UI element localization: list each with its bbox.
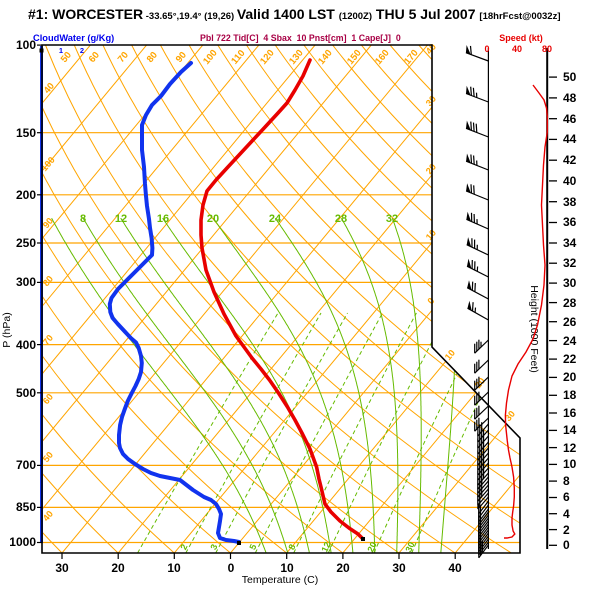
svg-text:20: 20 [111, 561, 125, 575]
svg-text:16: 16 [563, 406, 577, 420]
svg-text:12: 12 [115, 213, 127, 225]
svg-text:0: 0 [228, 561, 235, 575]
svg-text:24: 24 [563, 334, 577, 348]
svg-text:24: 24 [269, 213, 282, 225]
svg-text:16: 16 [157, 213, 169, 225]
svg-text:12: 12 [563, 441, 577, 455]
svg-text:Pbl 722 Tid[C] 4 Sbax 10 Pns: Pbl 722 Tid[C] 4 Sbax 10 Pnst[cm] 1 Cape… [200, 33, 401, 43]
svg-text:700: 700 [16, 458, 36, 472]
svg-text:0: 0 [426, 296, 437, 306]
svg-text:500: 500 [16, 386, 36, 400]
svg-text:400: 400 [16, 338, 36, 352]
svg-text:0: 0 [563, 538, 570, 552]
svg-text:38: 38 [563, 195, 577, 209]
svg-text:32: 32 [386, 213, 398, 225]
svg-text:40: 40 [512, 44, 522, 54]
svg-text:6: 6 [563, 490, 570, 504]
svg-text:100: 100 [16, 38, 36, 52]
svg-text:14: 14 [563, 423, 577, 437]
svg-text:CloudWater (g/Kg): CloudWater (g/Kg) [33, 33, 114, 43]
svg-text:20: 20 [365, 540, 378, 553]
svg-text:150: 150 [16, 126, 36, 140]
svg-text:30: 30 [55, 561, 69, 575]
svg-text:8: 8 [563, 474, 570, 488]
svg-text:Temperature (C): Temperature (C) [242, 574, 318, 586]
svg-text:20: 20 [207, 213, 219, 225]
svg-text:0: 0 [484, 44, 489, 54]
svg-text:50: 50 [563, 70, 577, 84]
svg-text:36: 36 [563, 215, 577, 229]
svg-text:40: 40 [448, 561, 462, 575]
svg-text:8: 8 [286, 543, 297, 552]
svg-text:300: 300 [16, 275, 36, 289]
svg-text:30: 30 [403, 540, 416, 553]
svg-text:2: 2 [178, 543, 189, 552]
svg-text:28: 28 [563, 296, 577, 310]
svg-text:10: 10 [280, 561, 294, 575]
svg-text:2: 2 [80, 46, 84, 55]
svg-text:32: 32 [563, 256, 577, 270]
svg-text:Height (1000 Feet): Height (1000 Feet) [528, 285, 540, 373]
svg-text:30: 30 [392, 561, 406, 575]
svg-text:1000: 1000 [9, 535, 36, 549]
svg-text:42: 42 [563, 153, 577, 167]
svg-text:3: 3 [208, 543, 219, 552]
svg-text:28: 28 [335, 213, 347, 225]
svg-text:30: 30 [563, 276, 577, 290]
svg-text:Speed (kt): Speed (kt) [499, 33, 543, 43]
svg-text:80: 80 [542, 44, 552, 54]
svg-text:250: 250 [16, 236, 36, 250]
svg-text:2: 2 [563, 523, 570, 537]
svg-text:48: 48 [563, 91, 577, 105]
svg-text:850: 850 [16, 500, 36, 514]
svg-text:10: 10 [563, 457, 577, 471]
svg-text:5: 5 [247, 543, 258, 552]
svg-text:40: 40 [563, 174, 577, 188]
svg-text:10: 10 [167, 561, 181, 575]
svg-text:8: 8 [80, 213, 86, 225]
svg-text:26: 26 [563, 315, 577, 329]
svg-text:44: 44 [563, 132, 577, 146]
svg-text:22: 22 [563, 352, 577, 366]
svg-text:4: 4 [563, 507, 570, 521]
svg-text:20: 20 [336, 561, 350, 575]
svg-text:1: 1 [59, 46, 63, 55]
svg-text:18: 18 [563, 388, 577, 402]
svg-text:P (hPa): P (hPa) [1, 312, 13, 347]
svg-text:34: 34 [563, 236, 577, 250]
svg-text:20: 20 [563, 370, 577, 384]
svg-text:200: 200 [16, 188, 36, 202]
svg-text:46: 46 [563, 112, 577, 126]
svg-text:12: 12 [319, 540, 332, 553]
